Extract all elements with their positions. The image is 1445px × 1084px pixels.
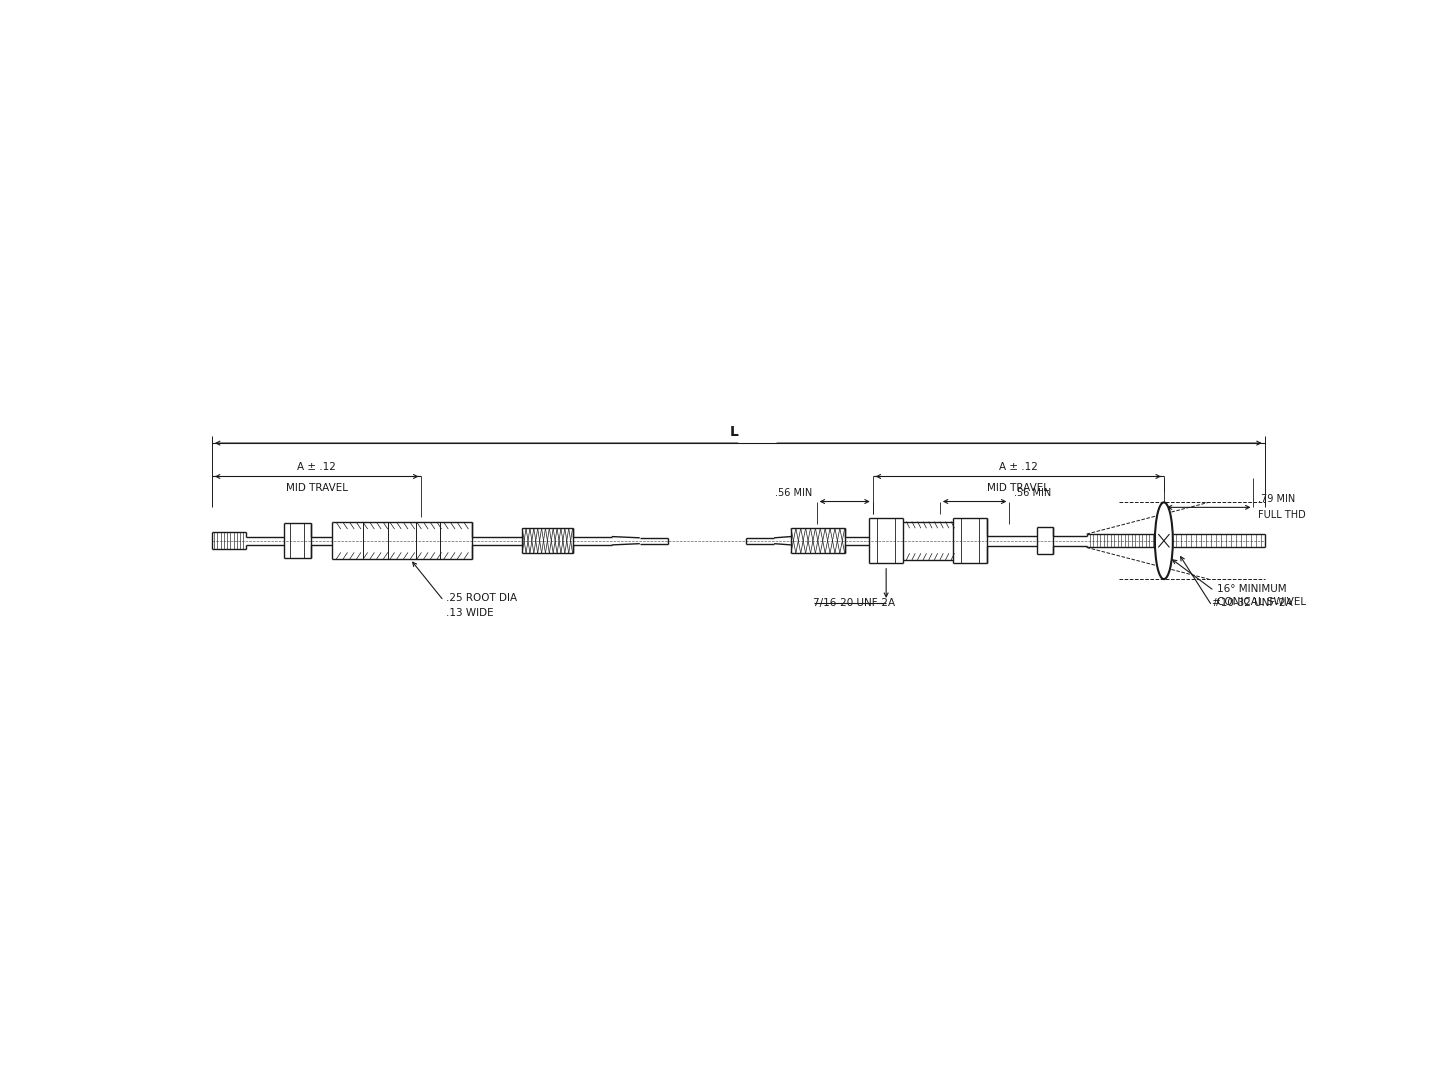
Text: 16° MINIMUM: 16° MINIMUM [1217, 584, 1286, 594]
Text: CONICAL SWIVEL: CONICAL SWIVEL [1217, 596, 1306, 607]
Text: .25 ROOT DIA: .25 ROOT DIA [447, 593, 517, 604]
Text: .56 MIN: .56 MIN [775, 488, 812, 499]
Ellipse shape [1155, 502, 1173, 579]
Text: MID TRAVEL: MID TRAVEL [987, 483, 1049, 493]
Text: .56 MIN: .56 MIN [1014, 488, 1051, 499]
Text: MID TRAVEL: MID TRAVEL [286, 483, 348, 493]
Text: #10-32 UNF-2A: #10-32 UNF-2A [1212, 598, 1293, 608]
Text: A ± .12: A ± .12 [298, 462, 337, 473]
Text: L: L [730, 425, 738, 439]
Text: 7/16-20 UNF-2A: 7/16-20 UNF-2A [814, 598, 896, 608]
Text: A ± .12: A ± .12 [998, 462, 1038, 473]
Text: .79 MIN: .79 MIN [1259, 494, 1295, 504]
Text: .13 WIDE: .13 WIDE [447, 608, 494, 618]
Text: FULL THD: FULL THD [1259, 509, 1306, 520]
